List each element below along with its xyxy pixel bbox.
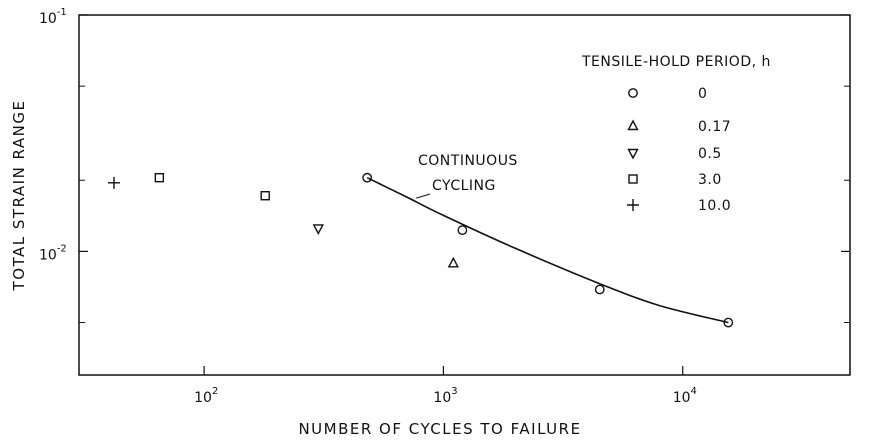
legend-label-3: 3.0 — [698, 172, 722, 188]
axis-ticks: 102 103 104 10-1 10-2 — [39, 7, 850, 406]
point-s0-3 — [723, 317, 734, 328]
legend-marker-1 — [627, 119, 639, 131]
curve-layer — [366, 176, 729, 324]
point-s1-0 — [447, 256, 459, 268]
annotation-arrow — [416, 193, 431, 199]
x-tick-label-0: 102 — [194, 386, 218, 406]
point-s0-0 — [362, 172, 373, 183]
legend-label-2: 0.5 — [698, 146, 722, 162]
points-layer — [107, 172, 734, 328]
point-s0-1 — [457, 225, 468, 236]
legend-markers — [627, 88, 639, 211]
point-s2-0 — [312, 224, 324, 235]
point-s3-0 — [154, 172, 165, 183]
legend-marker-4 — [627, 199, 639, 211]
y-tick-label-1: 10-2 — [39, 243, 67, 263]
point-s0-2 — [594, 284, 605, 295]
legend-label-1: 0.17 — [698, 119, 731, 135]
legend-marker-2 — [627, 148, 639, 160]
point-s3-1 — [260, 191, 270, 201]
legend-label-0: 0 — [698, 86, 707, 102]
x-axis-title: NUMBER OF CYCLES TO FAILURE — [298, 420, 581, 438]
annotation-line-2: CYCLING — [432, 178, 496, 194]
legend-marker-3 — [628, 174, 638, 184]
annotation: CONTINUOUS CYCLING — [416, 153, 518, 199]
plot-frame — [78, 14, 851, 376]
legend-marker-0 — [628, 88, 638, 98]
x-tick-label-2: 104 — [673, 386, 697, 406]
x-tick-label-1: 103 — [433, 386, 457, 406]
legend-title: TENSILE-HOLD PERIOD, h — [581, 54, 771, 70]
legend: TENSILE-HOLD PERIOD, h 0 0.17 0.5 3.0 10… — [581, 54, 771, 214]
point-s4-0 — [107, 176, 120, 189]
continuous-cycling-curve — [366, 176, 729, 324]
y-tick-label-0: 10-1 — [39, 7, 67, 27]
legend-label-4: 10.0 — [698, 198, 731, 214]
y-axis-title: TOTAL STRAIN RANGE — [10, 100, 28, 292]
annotation-line-1: CONTINUOUS — [418, 153, 518, 169]
